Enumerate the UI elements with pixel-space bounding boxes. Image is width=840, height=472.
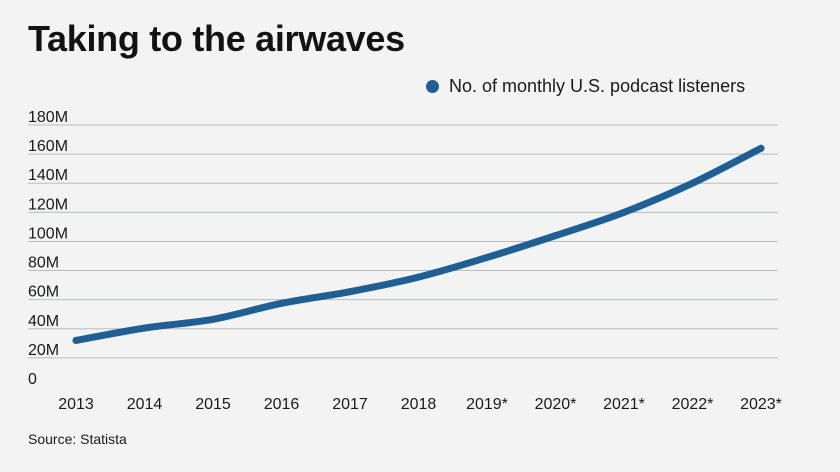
y-tick-label: 140M bbox=[28, 167, 68, 184]
x-tick-label: 2017 bbox=[332, 396, 368, 413]
data-point bbox=[689, 179, 696, 187]
legend: No. of monthly U.S. podcast listeners bbox=[426, 76, 745, 97]
x-tick-label: 2016 bbox=[264, 396, 300, 413]
data-point bbox=[757, 144, 765, 152]
data-point bbox=[552, 232, 559, 240]
x-tick-label: 2021* bbox=[603, 396, 645, 413]
x-tick-label: 2014 bbox=[127, 396, 163, 413]
data-point bbox=[278, 299, 285, 307]
x-tick-label: 2022* bbox=[672, 396, 714, 413]
data-point bbox=[209, 315, 217, 323]
data-point bbox=[72, 336, 80, 344]
y-tick-label: 0 bbox=[28, 371, 37, 388]
data-point bbox=[620, 208, 628, 216]
x-tick-label: 2013 bbox=[58, 396, 94, 413]
y-axis-ticks: 0 20M 40M 60M 80M 100M 120M 140M 160M 180M bbox=[28, 109, 68, 388]
gridlines bbox=[28, 124, 778, 359]
series-line bbox=[72, 144, 765, 344]
data-point bbox=[415, 273, 422, 281]
data-point bbox=[141, 324, 148, 332]
data-point bbox=[346, 288, 354, 296]
series-layer bbox=[72, 144, 765, 344]
x-tick-label: 2015 bbox=[195, 396, 231, 413]
chart-title: Taking to the airwaves bbox=[28, 18, 405, 59]
y-tick-label: 120M bbox=[28, 196, 68, 213]
y-tick-label: 160M bbox=[28, 138, 68, 155]
source-note: Source: Statista bbox=[28, 431, 127, 447]
y-tick-label: 80M bbox=[28, 255, 59, 272]
x-axis-ticks: 2013 2014 2015 2016 2017 2018 2019* 2020* 2021* 2… bbox=[58, 396, 782, 413]
y-tick-label: 60M bbox=[28, 284, 59, 301]
x-tick-label: 2018 bbox=[401, 396, 437, 413]
legend-label: No. of monthly U.S. podcast listeners bbox=[449, 76, 746, 96]
y-tick-label: 20M bbox=[28, 342, 59, 359]
y-tick-label: 40M bbox=[28, 313, 59, 330]
y-tick-label: 180M bbox=[28, 109, 68, 126]
data-point bbox=[483, 253, 491, 261]
legend-marker bbox=[426, 80, 439, 93]
x-tick-label: 2023* bbox=[740, 396, 782, 413]
x-tick-label: 2020* bbox=[535, 396, 577, 413]
y-tick-label: 100M bbox=[28, 225, 68, 242]
x-tick-label: 2019* bbox=[466, 396, 508, 413]
